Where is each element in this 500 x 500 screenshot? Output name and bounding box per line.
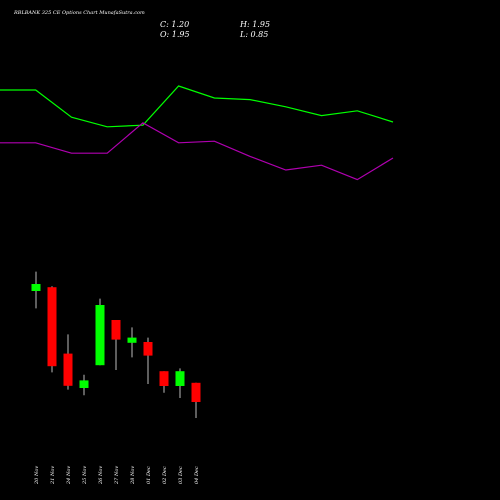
x-tick-label: 28 Nov <box>130 466 136 485</box>
candle-body <box>31 284 41 291</box>
x-tick-label: 20 Nov <box>34 466 40 485</box>
low-value: L: 0.85 <box>239 30 268 39</box>
x-axis-ticks: 20 Nov 21 Nov 24 Nov 25 Nov 26 Nov 27 Nov 28 N… <box>34 466 200 485</box>
candle <box>63 334 73 390</box>
candle <box>127 327 137 358</box>
x-tick-label: 25 Nov <box>82 466 88 485</box>
candle-body <box>127 337 137 343</box>
candle-body <box>47 287 57 367</box>
lower-band-line <box>0 122 394 181</box>
candle-body <box>159 371 169 386</box>
candle-body <box>95 305 105 366</box>
candle <box>175 368 185 398</box>
candle-body <box>111 320 121 340</box>
x-tick-label: 27 Nov <box>114 466 120 485</box>
candle <box>79 374 89 396</box>
x-tick-label: 02 Dec <box>162 466 168 484</box>
candle <box>95 298 105 366</box>
candle <box>111 320 121 370</box>
x-tick-label: 21 Nov <box>50 466 56 485</box>
candle <box>191 382 201 418</box>
candle-body <box>79 380 89 388</box>
candlestick-series <box>31 271 201 418</box>
candle <box>159 371 169 393</box>
x-tick-label: 26 Nov <box>98 466 104 485</box>
indicator-lines <box>0 85 394 181</box>
chart-title: RBLBANK 325 CE Options Chart MunafaSutra… <box>13 10 145 16</box>
high-value: H: 1.95 <box>239 20 270 29</box>
close-value: C: 1.20 <box>160 20 189 29</box>
upper-band-line <box>0 85 394 128</box>
open-value: O: 1.95 <box>160 30 190 39</box>
x-tick-label: 24 Nov <box>66 466 72 485</box>
candle-body <box>191 382 201 402</box>
candle <box>47 286 57 373</box>
candle-body <box>63 353 73 386</box>
candle-body <box>175 371 185 386</box>
x-tick-label: 01 Dec <box>146 466 152 484</box>
candle <box>31 271 41 309</box>
x-tick-label: 04 Dec <box>194 466 200 484</box>
x-tick-label: 03 Dec <box>178 466 184 484</box>
candle <box>143 337 153 384</box>
candle-body <box>143 342 153 356</box>
